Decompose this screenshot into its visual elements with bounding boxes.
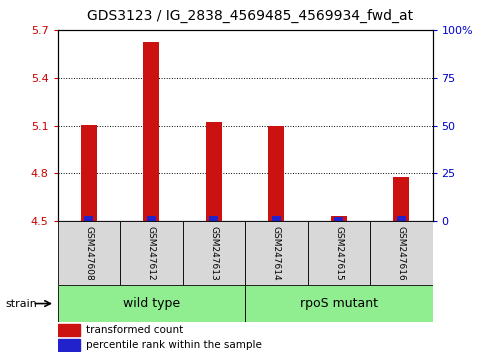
Bar [81,125,96,221]
Text: GSM247616: GSM247616 [397,226,406,280]
Text: wild type: wild type [122,297,180,310]
Bar [331,216,346,221]
Bar [58,339,80,351]
Bar [120,221,182,285]
Bar [272,216,281,221]
Text: GDS3123 / IG_2838_4569485_4569934_fwd_at: GDS3123 / IG_2838_4569485_4569934_fwd_at [87,9,413,23]
Bar [144,42,159,221]
Bar [58,324,80,336]
Text: strain: strain [5,298,37,309]
Bar [268,126,284,221]
Text: percentile rank within the sample: percentile rank within the sample [86,340,262,350]
Text: GSM247613: GSM247613 [209,226,218,280]
Bar [396,216,406,221]
Bar [308,221,370,285]
Bar [370,221,432,285]
Bar [58,221,120,285]
Bar [58,285,245,322]
Text: GSM247612: GSM247612 [147,226,156,280]
Text: transformed count: transformed count [86,325,183,335]
Bar [394,177,409,221]
Bar [334,217,344,221]
Bar [84,216,94,221]
Text: rpoS mutant: rpoS mutant [300,297,378,310]
Text: GSM247614: GSM247614 [272,226,281,280]
Bar [209,216,218,221]
Text: GSM247608: GSM247608 [84,226,93,280]
Bar [245,285,432,322]
Bar [182,221,245,285]
Bar [206,122,222,221]
Bar [245,221,308,285]
Text: GSM247615: GSM247615 [334,226,343,280]
Bar [146,216,156,221]
